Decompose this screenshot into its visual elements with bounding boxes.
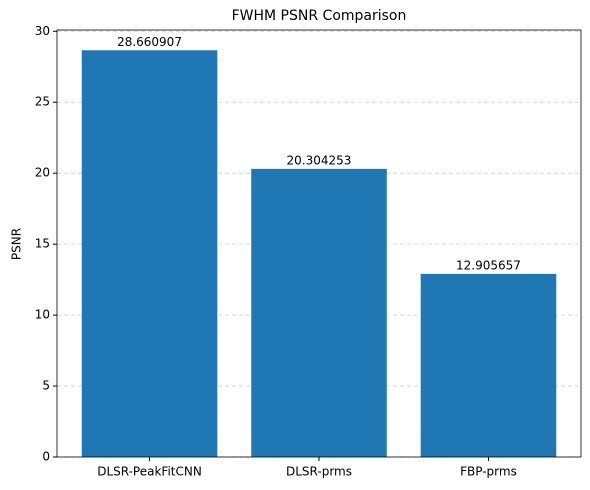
y-tick-label: 15 [35,237,50,251]
y-tick-label: 10 [35,308,50,322]
plot-frame [56,29,582,458]
y-tick-label: 0 [42,450,50,464]
y-tick-label: 5 [42,379,50,393]
value-label: 12.905657 [456,258,521,272]
bar [251,168,387,458]
value-label: 20.304253 [287,153,352,167]
y-axis-label: PSNR [10,228,24,260]
bar [420,273,557,457]
value-label: 28.660907 [117,35,182,49]
x-tick-label: DLSR-prms [286,465,352,479]
bar [81,50,218,458]
x-tick-label: DLSR-PeakFitCNN [97,465,202,479]
chart-title: FWHM PSNR Comparison [232,8,407,24]
y-tick-label: 25 [35,95,50,109]
y-tick-label: 20 [35,166,50,180]
x-tick-label: FBP-prms [460,465,517,479]
y-tick-label: 30 [35,24,50,38]
